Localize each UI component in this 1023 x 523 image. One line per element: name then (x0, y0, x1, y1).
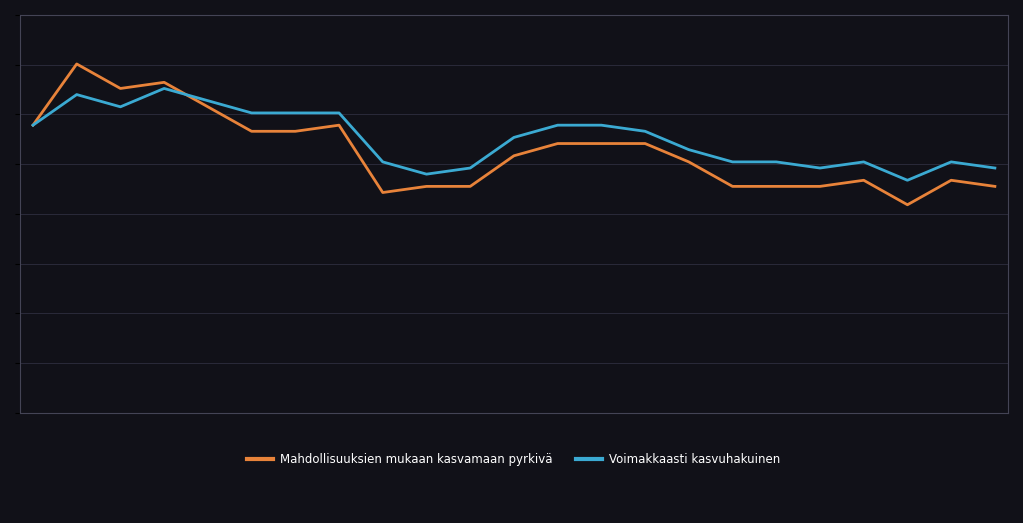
Legend: Mahdollisuuksien mukaan kasvamaan pyrkivä, Voimakkaasti kasvuhakuinen: Mahdollisuuksien mukaan kasvamaan pyrkiv… (242, 448, 786, 471)
